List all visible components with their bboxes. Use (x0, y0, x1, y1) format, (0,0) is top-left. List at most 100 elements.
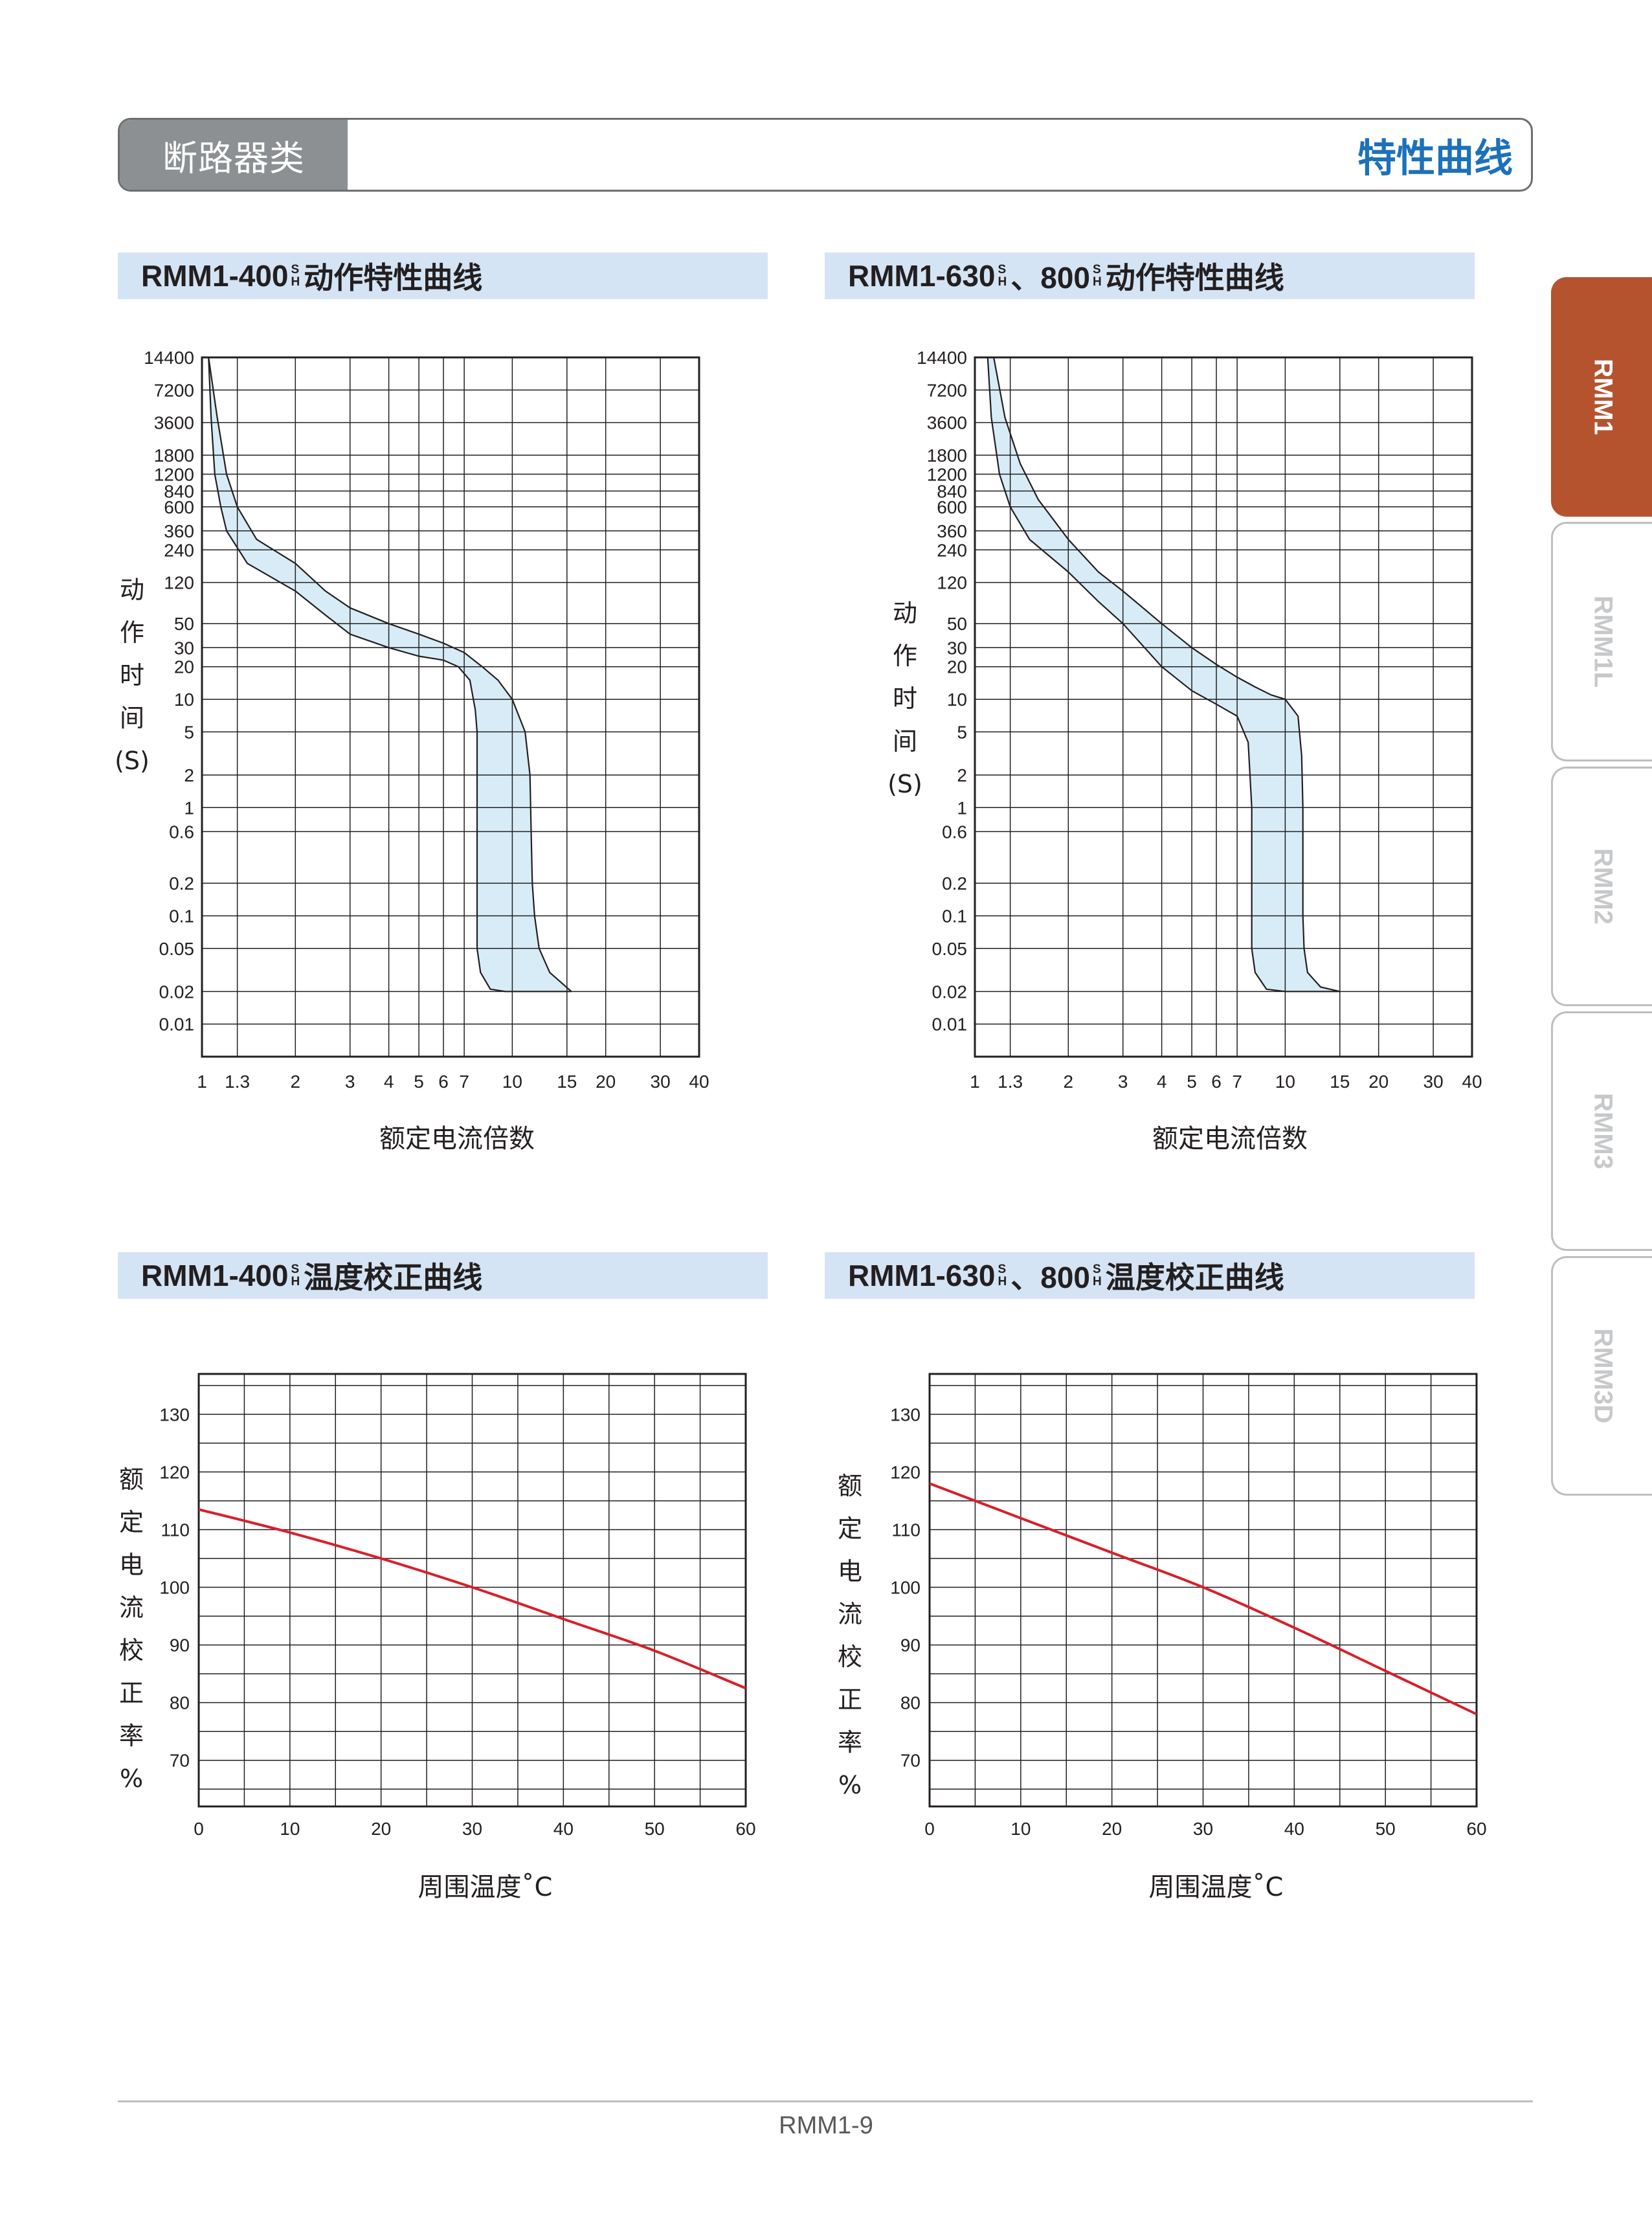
page-number: RMM1-9 (779, 2112, 873, 2139)
y-tick-label: 70 (170, 1751, 190, 1771)
y-axis-title-char: (S) (115, 747, 150, 775)
x-tick-label: 1.3 (225, 1072, 250, 1092)
tab-label: RMM3 (1589, 1093, 1617, 1169)
y-axis-title-char: 校 (119, 1636, 144, 1665)
tab-label: RMM1 (1589, 359, 1617, 435)
sh-letter: S (1093, 263, 1101, 276)
x-tick-label: 10 (1275, 1072, 1295, 1092)
x-tick-label: 4 (384, 1072, 394, 1092)
y-axis-title-char: (S) (887, 770, 922, 798)
tab-rmm1[interactable]: RMM1 (1551, 277, 1652, 517)
plot-frame (928, 1373, 1478, 1808)
y-tick-label: 5 (184, 722, 194, 742)
y-tick-label: 0.02 (932, 982, 968, 1002)
y-tick-label: 240 (164, 540, 194, 560)
y-tick-label: 80 (170, 1693, 190, 1713)
y-axis-title-char: 流 (119, 1593, 144, 1622)
y-tick-label: 130 (159, 1404, 190, 1424)
correction-curve (929, 1482, 1477, 1716)
y-axis-title-char: 正 (119, 1679, 144, 1707)
y-tick-label: 120 (164, 573, 194, 593)
category-label: 断路器类 (120, 120, 348, 190)
tab-rmm3d[interactable]: RMM3D (1551, 1256, 1652, 1496)
x-axis-title: 周围温度˚C (1149, 1872, 1284, 1902)
x-tick-label: 20 (371, 1819, 391, 1839)
x-tick-label: 2 (291, 1072, 301, 1092)
title-text: 动作特性曲线 (1105, 260, 1284, 295)
y-tick-label: 840 (937, 481, 967, 501)
y-tick-label: 7200 (927, 380, 967, 400)
y-tick-label: 1 (184, 798, 194, 818)
x-tick-label: 5 (1187, 1072, 1197, 1092)
y-tick-label: 600 (164, 497, 194, 517)
footer-divider (118, 2100, 1533, 2102)
page-header: 断路器类 特性曲线 (118, 118, 1533, 192)
sh-letter: S (998, 1263, 1007, 1276)
x-tick-label: 60 (1466, 1819, 1486, 1839)
y-axis-title-char: 作 (120, 618, 144, 647)
y-axis-title-char: 定 (838, 1514, 862, 1543)
y-tick-label: 3600 (154, 413, 194, 433)
plot-frame (201, 356, 700, 1058)
y-axis-title-char: 间 (893, 727, 917, 756)
y-tick-label: 14400 (144, 348, 194, 368)
y-axis-title-char: 时 (120, 661, 144, 690)
y-tick-label: 3600 (927, 413, 967, 433)
sh-letter: H (1093, 275, 1102, 289)
sh-letter: H (998, 275, 1007, 289)
y-tick-label: 1800 (927, 445, 967, 466)
x-tick-label: 20 (596, 1072, 616, 1092)
y-tick-label: 1800 (154, 445, 194, 466)
tab-rmm3[interactable]: RMM3 (1551, 1011, 1652, 1251)
x-tick-label: 20 (1102, 1819, 1122, 1839)
sh-letter: H (1093, 1275, 1102, 1288)
y-tick-label: 360 (937, 521, 967, 541)
y-axis-title-char: 额 (838, 1472, 862, 1500)
x-tick-label: 30 (462, 1819, 482, 1839)
y-tick-label: 110 (891, 1520, 921, 1540)
y-tick-label: 14400 (917, 348, 967, 368)
y-tick-label: 0.6 (942, 822, 967, 842)
x-tick-label: 40 (689, 1072, 709, 1092)
x-axis-title: 额定电流倍数 (1152, 1124, 1308, 1154)
x-tick-label: 6 (1211, 1072, 1222, 1092)
y-tick-label: 0.02 (159, 982, 195, 1002)
y-tick-label: 10 (174, 690, 194, 710)
y-tick-label: 110 (161, 1520, 190, 1540)
y-tick-label: 120 (937, 573, 967, 593)
x-tick-label: 3 (345, 1072, 355, 1092)
y-tick-label: 120 (890, 1462, 921, 1482)
y-tick-label: 70 (900, 1751, 921, 1771)
x-tick-label: 0 (924, 1819, 935, 1839)
x-tick-label: 15 (557, 1072, 577, 1092)
title-text: 温度校正曲线 (1105, 1260, 1284, 1295)
y-tick-label: 90 (170, 1636, 190, 1656)
y-tick-label: 0.2 (169, 873, 194, 894)
y-axis-title-char: 流 (838, 1600, 862, 1628)
chart-title-temp-630-800: RMM1-630 S H 、800 S H 温度校正曲线 (825, 1252, 1475, 1299)
y-axis-title-char: 动 (893, 599, 917, 627)
y-tick-label: 30 (174, 638, 194, 658)
tab-rmm1l[interactable]: RMM1L (1551, 522, 1652, 761)
y-tick-label: 10 (947, 690, 967, 710)
x-tick-label: 15 (1330, 1072, 1350, 1092)
y-tick-label: 0.01 (932, 1015, 968, 1035)
title-text: RMM1-630 (848, 259, 996, 293)
x-tick-label: 7 (459, 1072, 469, 1092)
y-tick-label: 5 (957, 722, 967, 742)
upper-trip-curve (208, 357, 572, 993)
sh-letter: S (998, 263, 1007, 276)
x-tick-label: 7 (1232, 1072, 1242, 1092)
tab-rmm2[interactable]: RMM2 (1551, 767, 1652, 1006)
title-text: 动作特性曲线 (304, 260, 483, 295)
y-tick-label: 120 (159, 1462, 190, 1482)
x-tick-label: 5 (414, 1072, 424, 1092)
y-axis-title-char: 额 (119, 1465, 144, 1494)
y-tick-label: 2 (184, 765, 194, 785)
x-tick-label: 40 (1462, 1072, 1482, 1092)
upper-trip-curve (993, 357, 1341, 993)
y-tick-label: 1 (957, 798, 967, 818)
x-tick-label: 0 (194, 1819, 204, 1839)
chart-title-temp-400: RMM1-400 S H 温度校正曲线 (118, 1252, 768, 1299)
